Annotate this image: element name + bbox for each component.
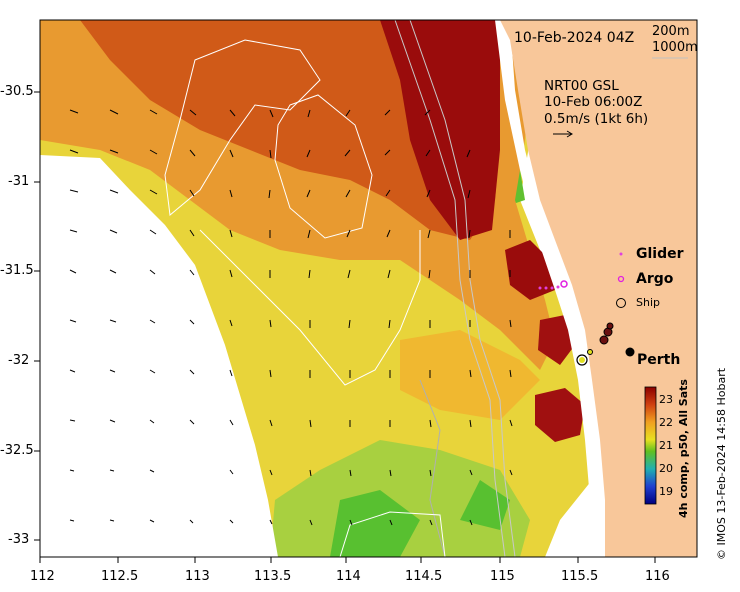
y-tick-label: -33 — [8, 532, 30, 547]
x-tick-label: 112 — [30, 569, 55, 584]
colorbar-label: 4h comp, p50, All Sats — [677, 379, 690, 518]
x-tick-label: 113.5 — [254, 569, 292, 584]
ship-markers — [576, 322, 614, 366]
colorbar-tick-19: 19 — [659, 485, 673, 498]
x-tick-label: 114 — [336, 569, 361, 584]
bathymetry-contours — [394, 20, 516, 557]
x-tick-label: 114.5 — [405, 569, 443, 584]
perth-marker — [625, 347, 635, 357]
credit-text: © IMOS 13-Feb-2024 14:58 Hobart — [715, 367, 728, 560]
x-tick-label: 116 — [645, 569, 670, 584]
scale-arrow — [553, 130, 573, 138]
depth-label-200m: 200m — [652, 24, 690, 39]
current-time: 10-Feb 06:00Z — [544, 94, 643, 110]
x-ticks — [39, 557, 656, 563]
y-tick-label: -32 — [8, 353, 30, 368]
sea-level-contours — [164, 39, 446, 557]
legend-glider-label: Glider — [636, 246, 684, 262]
colorbar-tick-20: 20 — [659, 462, 673, 475]
sst-darkred-coast-2 — [538, 315, 575, 365]
y-tick-label: -30.5 — [0, 84, 34, 99]
glider-track — [538, 285, 560, 290]
coastal-strip — [495, 20, 605, 557]
sst-red-layer — [80, 20, 500, 240]
current-scale: 0.5m/s (1kt 6h) — [544, 111, 649, 127]
colorbar-tick-22: 22 — [659, 416, 673, 429]
legend-ship-label: Ship — [636, 296, 660, 309]
legend-glider-symbol — [619, 252, 623, 256]
sst-green-patch — [270, 440, 530, 557]
depth-label-1000m: 1000m — [652, 40, 698, 55]
argo-marker — [560, 280, 568, 288]
colorbar — [644, 386, 657, 505]
map-title: 10-Feb-2024 04Z — [514, 30, 635, 46]
x-tick-label: 115 — [490, 569, 515, 584]
sst-green-dark — [330, 480, 510, 557]
current-source: NRT00 GSL — [544, 78, 619, 94]
x-tick-label: 112.5 — [101, 569, 139, 584]
no-data-region — [40, 155, 278, 557]
legend-ship-symbol — [616, 298, 626, 308]
current-vectors — [69, 109, 513, 526]
sst-darkred-north — [380, 20, 500, 240]
plot-frame — [39, 19, 698, 558]
x-tick-label: 115.5 — [561, 569, 599, 584]
sst-orange-south — [400, 330, 540, 420]
place-label-perth: Perth — [637, 352, 681, 368]
legend-argo-symbol — [617, 275, 625, 283]
y-tick-label: -32.5 — [0, 443, 34, 458]
sst-darkred-coast-1 — [505, 240, 555, 300]
y-tick-label: -31.5 — [0, 263, 34, 278]
sst-darkred-coast-3 — [535, 388, 585, 442]
colorbar-tick-21: 21 — [659, 439, 673, 452]
legend-argo-label: Argo — [636, 271, 674, 287]
y-ticks — [34, 91, 40, 541]
x-tick-label: 113 — [185, 569, 210, 584]
colorbar-tick-23: 23 — [659, 393, 673, 406]
y-tick-label: -31 — [8, 174, 30, 189]
